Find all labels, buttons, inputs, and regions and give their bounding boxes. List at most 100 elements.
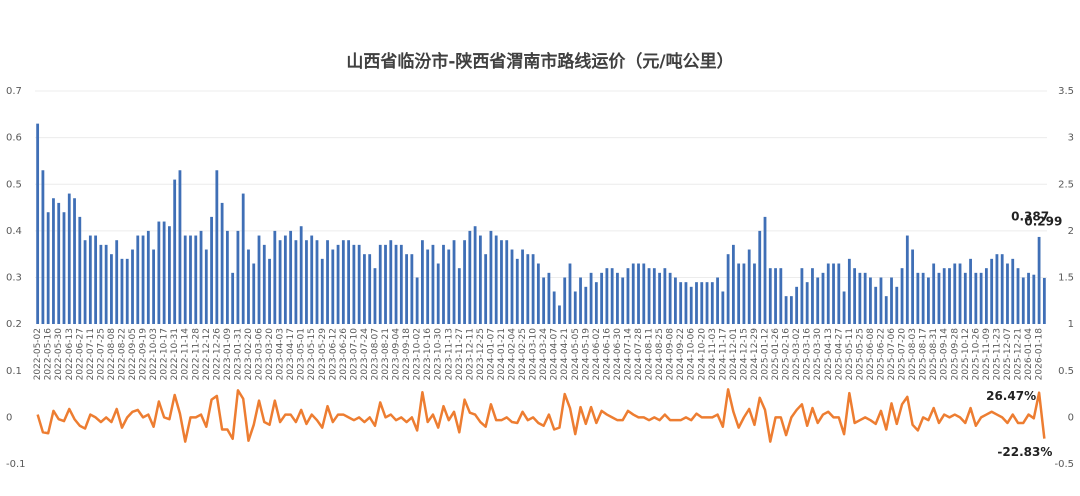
bar (115, 240, 119, 324)
x-tick-label: 2025-07-20 (898, 328, 908, 381)
bar (210, 216, 213, 324)
x-tick-label: 2023-06-26 (339, 328, 349, 381)
bar (442, 244, 445, 324)
bar (958, 263, 962, 324)
x-tick-label: 2024-07-14 (623, 328, 633, 381)
bar (795, 286, 799, 324)
bar (500, 240, 503, 324)
x-tick-label: 2024-11-17 (718, 328, 728, 380)
y-tick-label: 0 (6, 412, 12, 423)
bar (331, 249, 335, 324)
x-tick-label: 2024-05-19 (581, 328, 591, 381)
x-tick-label: 2024-09-22 (676, 328, 686, 380)
bar (168, 226, 171, 324)
y-tick-label: 0.2 (6, 319, 22, 330)
bar (46, 212, 50, 324)
x-tick-label: 2023-10-16 (423, 328, 433, 381)
bar (341, 240, 345, 324)
y2-tick-label: 1.5 (1058, 273, 1074, 284)
bar (241, 193, 245, 324)
bar (768, 268, 772, 324)
bar (1011, 258, 1015, 324)
x-tick-label: 2022-08-08 (107, 328, 117, 381)
x-tick-label: 2022-10-31 (170, 328, 180, 380)
x-tick-label: 2023-04-17 (286, 328, 296, 380)
bar (78, 216, 82, 324)
x-tick-label: 2024-07-28 (634, 328, 644, 381)
bar (262, 244, 266, 324)
bar (1000, 254, 1004, 324)
bar (199, 230, 203, 324)
bar (526, 254, 530, 324)
y2-tick-label: 0 (1068, 412, 1074, 423)
y2-tick-label: 2 (1068, 226, 1074, 237)
bar (558, 305, 561, 324)
bar (88, 235, 92, 324)
x-tick-label: 2022-06-27 (75, 328, 85, 380)
bar (252, 263, 256, 324)
bar (36, 123, 40, 324)
y2-tick-label: 1 (1068, 319, 1074, 330)
bar (626, 268, 630, 324)
x-tick-label: 2022-05-02 (33, 328, 43, 380)
bar (584, 286, 588, 324)
bar (531, 254, 535, 324)
bar (847, 258, 851, 324)
bar (136, 235, 140, 324)
bar (953, 263, 957, 324)
x-tick-label: 2022-10-17 (160, 328, 170, 380)
bar (637, 263, 640, 324)
x-tick-label: 2025-06-22 (876, 328, 886, 380)
bar (816, 277, 820, 324)
x-tick-label: 2024-04-07 (550, 328, 560, 380)
bar (515, 258, 519, 324)
x-tick-label: 2022-12-12 (202, 328, 212, 380)
bar (326, 240, 329, 324)
bar (832, 263, 835, 324)
x-tick-label: 2022-07-11 (86, 328, 96, 380)
x-tick-label: 2025-12-07 (1003, 328, 1013, 380)
bar (125, 258, 129, 324)
x-tick-label: 2024-05-05 (571, 328, 581, 380)
bar (152, 249, 155, 324)
bar (679, 282, 683, 324)
bar (220, 202, 224, 324)
bar (384, 244, 387, 324)
x-tick-label: 2024-12-15 (739, 328, 749, 380)
x-tick-label: 2022-05-30 (54, 328, 64, 381)
x-tick-label: 2023-03-20 (265, 328, 275, 381)
x-tick-label: 2025-08-31 (929, 328, 939, 380)
bar (352, 244, 356, 324)
x-tick-label: 2024-10-06 (687, 328, 697, 381)
bar (1037, 236, 1041, 324)
bar (995, 254, 999, 324)
x-tick-label: 2025-08-17 (919, 328, 929, 380)
bar (215, 170, 219, 324)
bar (853, 268, 857, 324)
bar (489, 230, 493, 324)
chart-title: 山西省临汾市-陕西省渭南市路线运价（元/吨公里） (346, 51, 733, 72)
bar (689, 286, 693, 324)
x-tick-label: 2022-09-05 (128, 328, 138, 380)
bar (837, 263, 841, 324)
bar (510, 249, 514, 324)
bar (884, 296, 888, 324)
bar (1021, 277, 1025, 324)
bar (131, 249, 134, 324)
bar (257, 235, 261, 324)
bar (589, 272, 593, 324)
bar (110, 254, 113, 324)
x-tick-label: 2022-11-14 (181, 328, 191, 381)
bar (658, 272, 661, 324)
x-tick-label: 2024-02-04 (508, 328, 518, 381)
bar (916, 272, 920, 324)
x-tick-label: 2025-08-03 (908, 328, 918, 380)
bar (674, 277, 677, 324)
y2-tick-label: -0.5 (1054, 459, 1074, 470)
bar (236, 230, 240, 324)
x-tick-label: 2022-11-28 (191, 328, 201, 381)
bar (911, 249, 914, 324)
bar (1006, 263, 1009, 324)
x-tick-label: 2022-07-25 (96, 328, 106, 380)
